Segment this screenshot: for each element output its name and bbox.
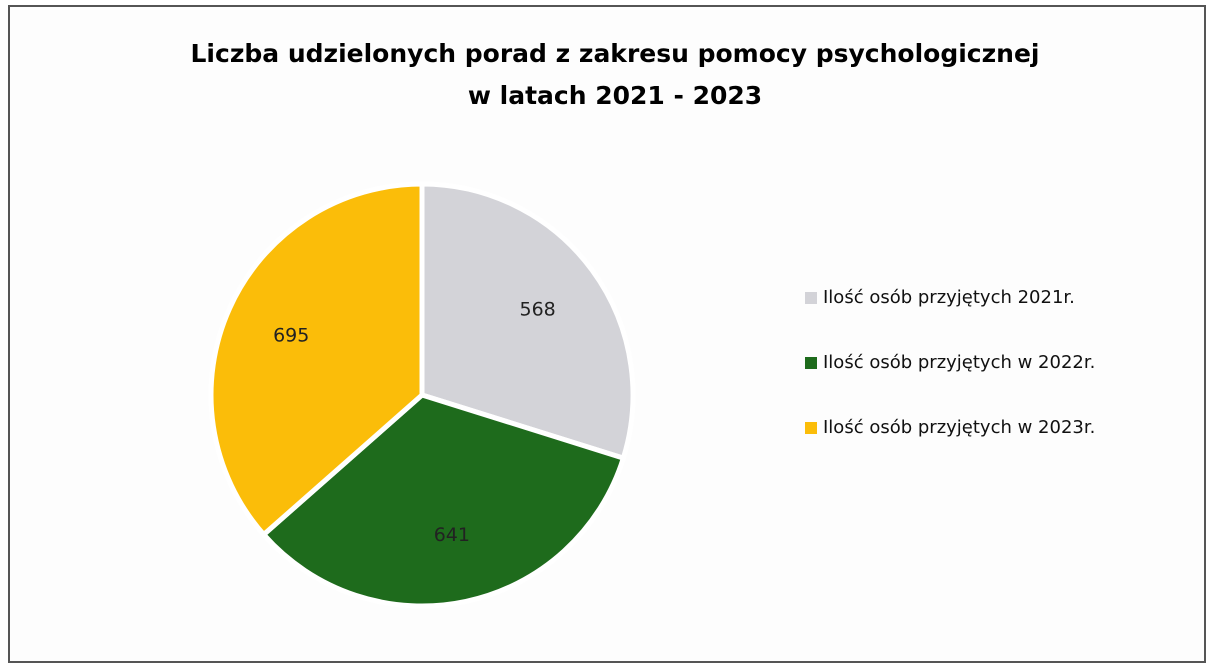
pie-slice (260, 392, 627, 609)
legend-label: Ilość osób przyjętych 2021r. (823, 287, 1075, 308)
legend-swatch (805, 357, 817, 369)
data-label: 695 (273, 324, 309, 346)
pie-slice (208, 181, 425, 539)
chart-title: Liczba udzielonych porad z zakresu pomoc… (191, 39, 1040, 68)
data-label: 641 (434, 524, 470, 546)
legend-swatch (805, 422, 817, 434)
legend-swatch (805, 292, 817, 304)
legend-label: Ilość osób przyjętych w 2022r. (823, 352, 1095, 373)
pie-slice (419, 181, 636, 462)
chart-title: w latach 2021 - 2023 (468, 81, 762, 110)
legend-label: Ilość osób przyjętych w 2023r. (823, 417, 1095, 438)
data-label: 568 (519, 299, 555, 321)
